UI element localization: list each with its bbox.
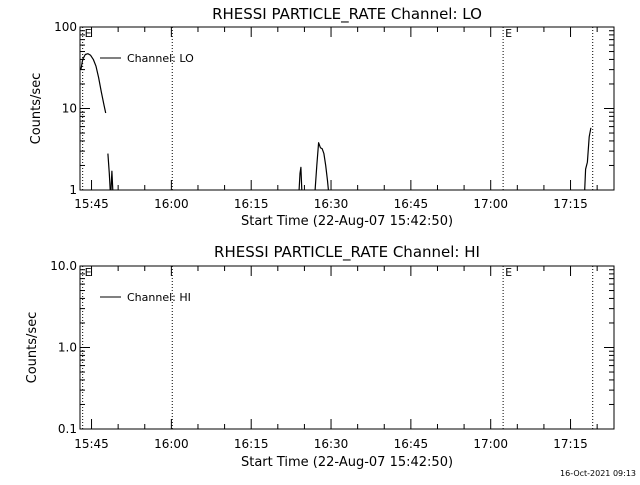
panel2-y-tick-label: 1.0 xyxy=(58,341,77,355)
panel1-y-tick-label: 10 xyxy=(62,102,77,116)
panel1-legend-label: Channel: LO xyxy=(127,52,194,65)
panel2-x-tick-label: 16:00 xyxy=(154,437,189,451)
panel1-chart-title: RHESSI PARTICLE_RATE Channel: LO xyxy=(212,5,482,24)
panel2-y-tick-label: 10.0 xyxy=(50,259,77,273)
panel1-series-channel-lo-segment-2 xyxy=(107,153,111,191)
panel2-chart-title: RHESSI PARTICLE_RATE Channel: HI xyxy=(214,243,480,262)
panel2-x-tick-label: 16:30 xyxy=(314,437,349,451)
panel2-x-tick-label: 17:15 xyxy=(553,437,588,451)
panel2-x-tick-label: 16:45 xyxy=(394,437,429,451)
panel2-x-tick-label: 16:15 xyxy=(234,437,269,451)
panel1-time-marker-label: E xyxy=(505,27,512,40)
panel2-x-axis-label: Start Time (22-Aug-07 15:42:50) xyxy=(241,455,453,470)
panel2-legend-label: Channel: HI xyxy=(127,291,191,304)
panel1-series-channel-lo-segment-4 xyxy=(298,166,303,191)
panel2-x-tick-label: 17:00 xyxy=(473,437,508,451)
panel2-x-tick-label: 15:45 xyxy=(74,437,109,451)
panel1-y-axis-label: Counts/sec xyxy=(29,73,44,145)
panel1-x-tick-label: 15:45 xyxy=(74,197,109,211)
panel1-x-tick-label: 17:00 xyxy=(473,197,508,211)
panel1-y-tick-label: 1 xyxy=(69,183,77,197)
panel1-x-tick-label: 16:00 xyxy=(154,197,189,211)
panel2-time-marker-label: E xyxy=(85,266,92,279)
panel1-y-tick-label: 100 xyxy=(54,20,77,34)
generation-timestamp: 16-Oct-2021 09:13 xyxy=(560,469,636,478)
panel1-x-tick-label: 17:15 xyxy=(553,197,588,211)
panel1-x-tick-label: 16:45 xyxy=(394,197,429,211)
panel1-series-channel-lo-segment-1 xyxy=(80,53,107,114)
panel2-y-tick-label: 0.1 xyxy=(58,422,77,436)
panel2-y-axis-label: Counts/sec xyxy=(25,312,40,384)
panel1-x-axis-label: Start Time (22-Aug-07 15:42:50) xyxy=(241,214,453,229)
panel1-series-channel-lo-segment-6 xyxy=(584,127,592,191)
panel1-x-tick-label: 16:15 xyxy=(234,197,269,211)
panel1-x-tick-label: 16:30 xyxy=(314,197,349,211)
panel1-series-channel-lo-segment-5 xyxy=(314,142,329,191)
panel2-time-marker-label: E xyxy=(505,266,512,279)
panel1-series-channel-lo-segment-3 xyxy=(110,170,114,191)
panel1-time-marker-label: E xyxy=(85,27,92,40)
